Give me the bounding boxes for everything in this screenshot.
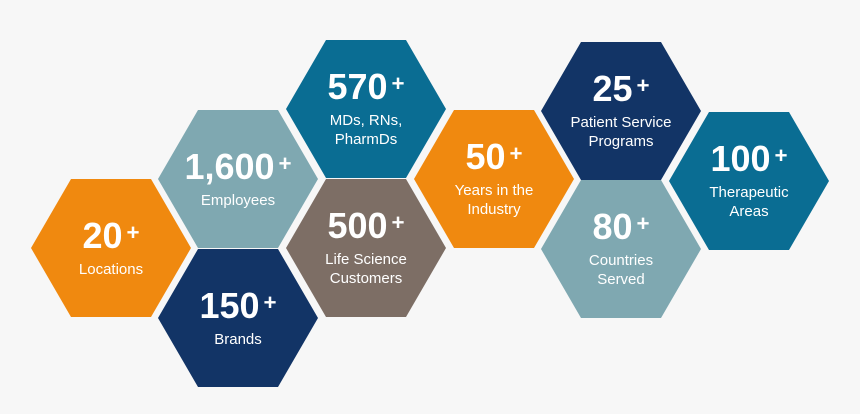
- hex-tile-patient-service-programs: 25 + Patient Service Programs: [541, 42, 701, 180]
- hex-tile-brands: 150 + Brands: [158, 249, 318, 387]
- stat-label: Years in the Industry: [454, 182, 534, 218]
- hex-tile-life-science-customers: 500 + Life Science Customers: [286, 179, 446, 317]
- hex-tile-locations: 20 + Locations: [31, 179, 191, 317]
- stat-label: Therapeutic Areas: [709, 184, 789, 220]
- stat-label: Countries Served: [588, 252, 654, 288]
- stat-value: 20 +: [82, 214, 140, 256]
- stat-value: 100 +: [710, 138, 788, 179]
- stat-label: Life Science Customers: [325, 251, 407, 287]
- stat-value: 570 +: [327, 66, 405, 107]
- stat-value: 500 +: [327, 205, 405, 246]
- hex-tile-therapeutic-areas: 100 + Therapeutic Areas: [669, 112, 829, 250]
- hex-tile-countries-served: 80 + Countries Served: [541, 180, 701, 318]
- stat-label: Brands: [214, 330, 262, 348]
- stat-value: 80 +: [592, 206, 650, 247]
- stat-label: Employees: [200, 191, 276, 209]
- stat-value: 50 +: [465, 136, 523, 177]
- stat-value: 1,600 +: [184, 145, 292, 187]
- hex-tile-employees: 1,600 + Employees: [158, 110, 318, 248]
- stat-value: 25 +: [592, 68, 650, 109]
- hex-tile-years-in-industry: 50 + Years in the Industry: [414, 110, 574, 248]
- stat-label: MDs, RNs, PharmDs: [329, 112, 403, 148]
- stat-label: Locations: [78, 260, 144, 278]
- hex-tile-mds-rns-pharmds: 570 + MDs, RNs, PharmDs: [286, 40, 446, 178]
- stat-label: Patient Service Programs: [570, 114, 672, 150]
- stat-value: 150 +: [199, 284, 277, 326]
